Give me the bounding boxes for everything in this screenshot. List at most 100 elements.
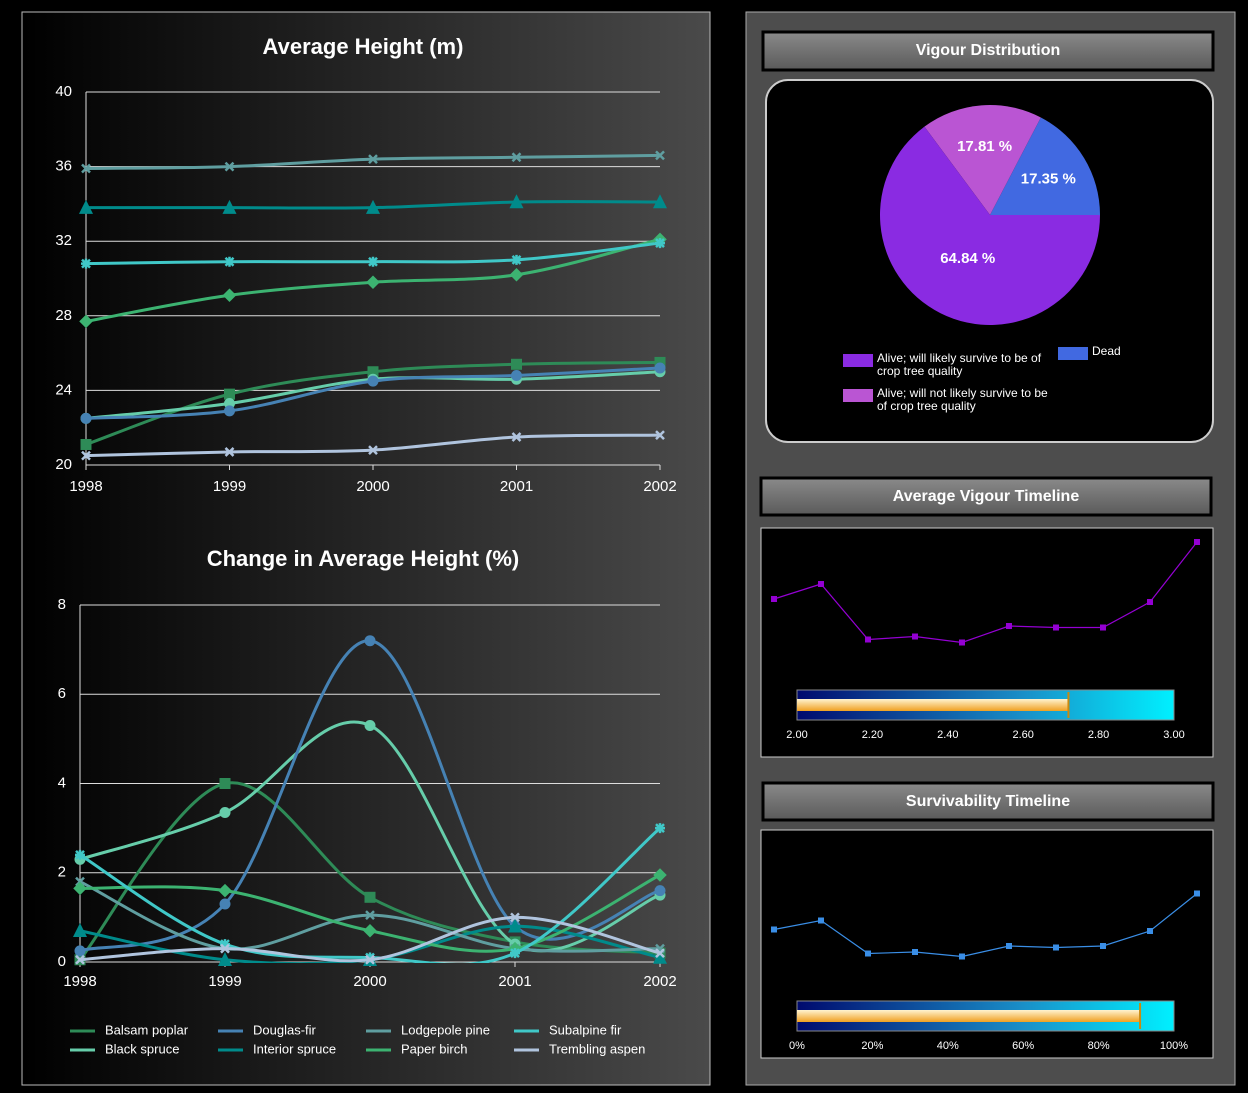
y-tick-label: 8 <box>58 596 66 613</box>
x-tick-label: 2000 <box>356 478 389 495</box>
x-tick-label: 2.60 <box>1012 729 1033 741</box>
marker <box>81 258 91 269</box>
legend-label: Alive; will not likely survive to be of … <box>877 386 1048 413</box>
series-line <box>773 541 1198 644</box>
series-line <box>78 781 661 961</box>
x-tick-label: 1999 <box>213 478 246 495</box>
marker <box>655 430 665 441</box>
marker <box>224 388 235 400</box>
marker <box>655 238 665 249</box>
marker <box>368 256 378 267</box>
marker <box>365 954 375 965</box>
marker <box>1147 928 1153 934</box>
marker <box>365 199 381 214</box>
marker <box>78 199 94 214</box>
x-tick-label: 2001 <box>500 478 533 495</box>
marker <box>865 636 871 643</box>
marker <box>509 194 524 209</box>
marker <box>652 949 668 964</box>
pie-slice <box>924 104 1041 215</box>
y-tick-label: 0 <box>58 953 66 970</box>
marker <box>219 898 231 910</box>
gauge-bar <box>797 1010 1141 1022</box>
marker <box>75 849 85 860</box>
marker <box>222 199 237 214</box>
marker <box>1147 599 1153 605</box>
marker <box>652 194 668 209</box>
marker <box>75 954 85 965</box>
marker <box>364 635 376 647</box>
marker <box>1006 623 1012 629</box>
x-tick-label: 1998 <box>69 478 102 495</box>
legend-label: Black spruce <box>105 1041 179 1056</box>
marker <box>224 256 235 267</box>
pie-slice <box>880 126 1100 325</box>
legend-label: Paper birch <box>401 1041 467 1056</box>
marker <box>74 945 86 957</box>
x-tick-label: 2.00 <box>786 729 807 741</box>
legend-swatch <box>843 389 873 402</box>
marker <box>655 150 665 161</box>
marker <box>364 891 376 903</box>
marker <box>1053 944 1059 951</box>
legend-swatch <box>843 354 873 367</box>
marker <box>222 288 237 303</box>
data-label: 64.84 % <box>940 250 995 267</box>
y-tick-label: 4 <box>58 774 66 791</box>
x-tick-label: 2000 <box>353 973 386 990</box>
legend-label: Balsam poplar <box>105 1022 189 1037</box>
legend-label: Alive; will likely survive to be of crop… <box>877 351 1042 378</box>
x-tick-label: 2002 <box>643 478 676 495</box>
marker <box>654 362 666 374</box>
marker <box>1194 539 1200 545</box>
x-tick-label: 100% <box>1160 1040 1188 1052</box>
marker <box>959 639 965 646</box>
marker <box>511 254 522 265</box>
marker <box>365 910 375 921</box>
marker <box>224 447 235 457</box>
x-tick-label: 2.40 <box>937 729 958 741</box>
marker <box>1100 943 1106 949</box>
x-tick-label: 20% <box>861 1040 883 1052</box>
marker <box>81 163 91 174</box>
left-panel <box>21 11 711 1086</box>
marker <box>217 951 233 967</box>
marker <box>1053 624 1059 631</box>
legend-label: Dead <box>1092 344 1121 358</box>
marker <box>818 581 824 587</box>
chart-title: Average Height (m) <box>263 34 464 59</box>
timeline-box <box>760 527 1214 758</box>
data-label: 17.81 % <box>957 138 1012 155</box>
marker <box>79 314 93 329</box>
marker <box>364 719 376 731</box>
marker <box>1006 943 1012 949</box>
marker <box>912 633 918 640</box>
y-tick-label: 36 <box>55 158 72 175</box>
legend-label: Trembling aspen <box>549 1041 645 1056</box>
x-tick-label: 0% <box>789 1040 805 1052</box>
marker <box>511 432 522 442</box>
x-tick-label: 80% <box>1088 1040 1110 1052</box>
marker <box>81 450 91 461</box>
marker <box>368 445 378 455</box>
marker <box>219 778 231 789</box>
x-tick-label: 2001 <box>498 973 531 990</box>
marker <box>912 949 918 955</box>
marker <box>1100 624 1106 631</box>
y-tick-label: 2 <box>58 864 66 881</box>
marker <box>363 923 377 938</box>
y-tick-label: 32 <box>55 232 72 249</box>
title-bar <box>761 30 1215 72</box>
x-tick-label: 1999 <box>208 973 241 990</box>
section-title: Vigour Distribution <box>916 42 1061 59</box>
x-tick-label: 60% <box>1012 1040 1034 1052</box>
marker <box>80 438 92 450</box>
marker <box>365 952 375 963</box>
marker <box>653 868 667 882</box>
legend-label: Subalpine fir <box>549 1022 622 1037</box>
marker <box>73 881 87 896</box>
marker <box>219 807 231 819</box>
marker <box>511 152 522 163</box>
